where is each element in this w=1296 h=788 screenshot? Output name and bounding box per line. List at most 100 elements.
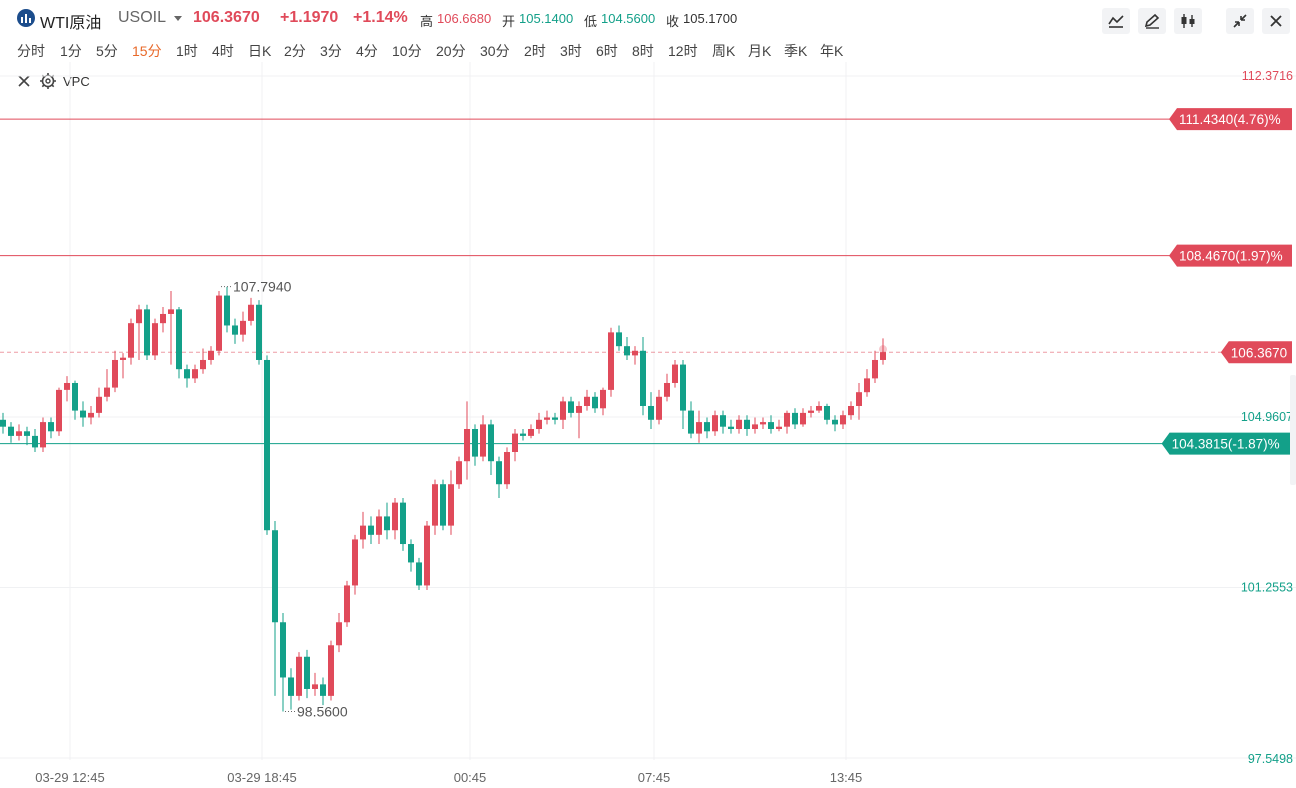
- candle-body-45: [360, 525, 366, 540]
- candlestick-chart[interactable]: 03-29 12:45 03-29 18:45 00:45 07:45 13:45 112…: [0, 62, 1296, 788]
- interval-16[interactable]: 8时: [632, 43, 654, 59]
- interval-4[interactable]: 1时: [176, 43, 198, 59]
- candle-body-98: [784, 412, 790, 427]
- candle-body-86: [688, 410, 694, 434]
- extreme-label-0: 107.7940: [233, 279, 292, 295]
- candle-body-71: [568, 401, 574, 413]
- candle-body-24: [192, 369, 198, 379]
- candle-body-61: [488, 424, 494, 462]
- level-tag-1: [1169, 244, 1292, 267]
- symbol-dropdown-chevron-icon[interactable]: [174, 16, 182, 21]
- candle-body-13: [104, 387, 110, 397]
- interval-6[interactable]: 日K: [248, 43, 272, 59]
- candle-body-105: [840, 415, 846, 425]
- last-price-dot: [879, 345, 887, 354]
- interval-10[interactable]: 10分: [392, 43, 422, 59]
- interval-1[interactable]: 1分: [60, 43, 82, 59]
- interval-8[interactable]: 3分: [320, 43, 342, 59]
- interval-12[interactable]: 30分: [480, 43, 510, 59]
- candle-body-32: [256, 304, 262, 360]
- candle-body-14: [112, 359, 118, 388]
- collapse-icon[interactable]: [1226, 8, 1254, 34]
- low-value: 104.5600: [601, 11, 656, 26]
- candle-body-100: [800, 412, 806, 425]
- candle-body-103: [824, 405, 830, 420]
- interval-20[interactable]: 季K: [784, 43, 808, 59]
- symbol-name[interactable]: WTI原油: [40, 15, 102, 32]
- candle-body-95: [760, 422, 766, 425]
- candle-body-4: [32, 435, 38, 448]
- level-tag-label-1: 108.4670(1.97)%: [1179, 249, 1283, 264]
- candle-body-107: [856, 392, 862, 406]
- interval-13[interactable]: 2时: [524, 43, 546, 59]
- candle-body-25: [200, 359, 206, 370]
- interval-3[interactable]: 15分: [132, 43, 162, 59]
- price-scale-handle: [1290, 375, 1296, 485]
- line-indicator-icon[interactable]: [1102, 8, 1130, 34]
- candle-body-68: [544, 417, 550, 420]
- interval-7[interactable]: 2分: [284, 43, 306, 59]
- interval-15[interactable]: 6时: [596, 43, 618, 59]
- level-tag-label-0: 111.4340(4.76)%: [1179, 112, 1281, 127]
- candle-body-72: [576, 405, 582, 413]
- close-label: 收: [666, 14, 680, 29]
- candle-body-89: [712, 415, 718, 432]
- candle-body-75: [600, 389, 606, 409]
- candle-body-37: [296, 656, 302, 696]
- candle-body-49: [392, 502, 398, 531]
- candle-body-90: [720, 415, 726, 427]
- level-tag-label-3: 104.3815(-1.87)%: [1172, 437, 1280, 452]
- candle-body-47: [376, 516, 382, 535]
- extreme-label-1: 98.5600: [297, 704, 348, 720]
- open-value: 105.1400: [519, 11, 574, 26]
- candle-body-85: [680, 364, 686, 411]
- draw-pencil-icon[interactable]: [1138, 8, 1166, 34]
- interval-19[interactable]: 月K: [748, 43, 772, 59]
- candle-body-19: [152, 323, 158, 356]
- candle-body-83: [664, 382, 670, 397]
- x-tick-label-4: 13:45: [830, 770, 863, 785]
- interval-5[interactable]: 4时: [212, 43, 234, 59]
- candle-body-58: [464, 428, 470, 462]
- candle-body-110: [880, 352, 886, 360]
- interval-0[interactable]: 分时: [17, 43, 45, 59]
- candle-body-62: [496, 461, 502, 485]
- candlestick-icon[interactable]: [1174, 8, 1202, 34]
- candle-body-38: [304, 656, 310, 689]
- interval-11[interactable]: 20分: [436, 43, 466, 59]
- candle-body-36: [288, 677, 294, 696]
- candle-body-34: [272, 530, 278, 623]
- candle-body-44: [352, 539, 358, 586]
- high-value: 106.6680: [437, 11, 492, 26]
- candle-body-41: [328, 645, 334, 696]
- level-tag-2: [1220, 341, 1292, 364]
- candle-body-87: [696, 422, 702, 434]
- interval-21[interactable]: 年K: [820, 43, 844, 59]
- candle-body-88: [704, 422, 710, 432]
- candle-body-12: [96, 396, 102, 413]
- symbol-code[interactable]: USOIL: [118, 9, 167, 26]
- candle-body-18: [144, 309, 150, 356]
- candle-body-65: [520, 433, 526, 436]
- candle-body-39: [312, 684, 318, 689]
- candle-body-82: [656, 396, 662, 420]
- candle-body-57: [456, 461, 462, 485]
- candle-body-20: [160, 313, 166, 324]
- interval-2[interactable]: 5分: [96, 43, 118, 59]
- level-tag-label-2: 106.3670: [1231, 345, 1287, 360]
- candle-body-6: [48, 422, 54, 432]
- close-icon[interactable]: [1262, 8, 1290, 34]
- candle-body-26: [208, 350, 214, 360]
- candle-body-64: [512, 433, 518, 453]
- candle-body-2: [16, 431, 22, 436]
- candle-body-81: [648, 405, 654, 420]
- interval-9[interactable]: 4分: [356, 43, 378, 59]
- interval-14[interactable]: 3时: [560, 43, 582, 59]
- indicator-close-icon[interactable]: [14, 71, 34, 91]
- candle-body-106: [848, 405, 854, 416]
- interval-18[interactable]: 周K: [712, 43, 736, 59]
- candle-body-0: [0, 419, 6, 427]
- candle-body-59: [472, 428, 478, 457]
- interval-17[interactable]: 12时: [668, 43, 698, 59]
- symbol-logo-icon: [17, 9, 35, 27]
